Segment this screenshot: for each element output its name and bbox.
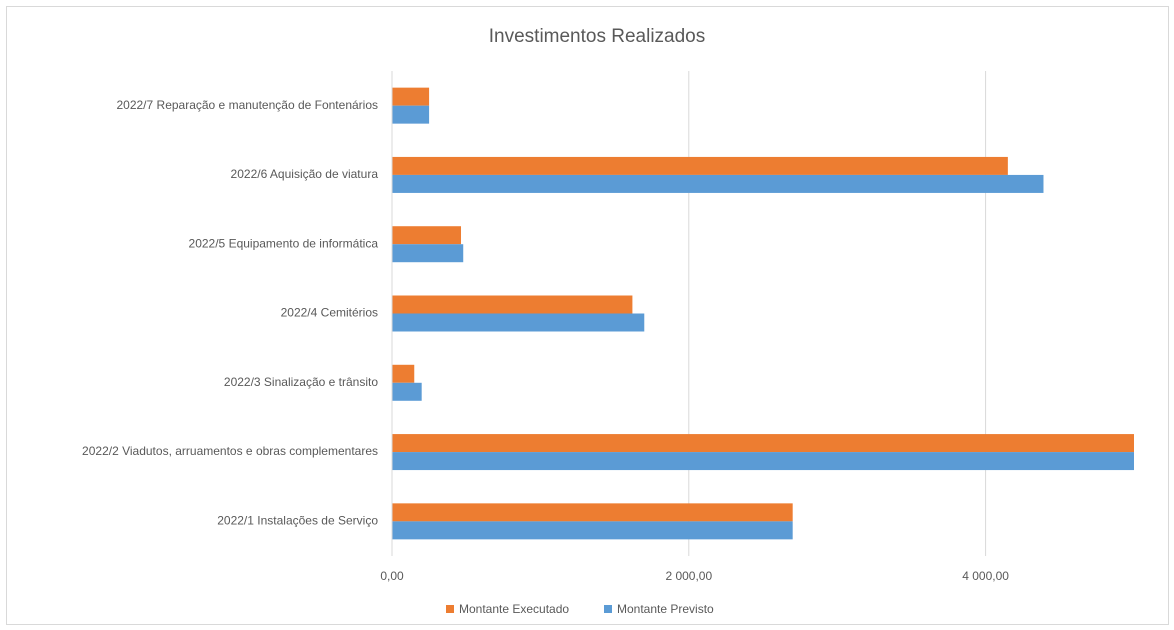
bar [392,452,1134,471]
bar [392,364,415,383]
bar [392,434,1134,453]
legend-label: Montante Previsto [617,602,714,616]
y-tick-label: 2022/1 Instalações de Serviço [217,514,378,528]
legend-swatch [604,605,612,613]
bar [392,105,430,124]
y-tick-label: 2022/5 Equipamento de informática [189,236,379,250]
bar [392,174,1044,193]
y-tick-label: 2022/6 Aquisição de viatura [231,167,379,181]
y-tick-label: 2022/3 Sinalização e trânsito [224,375,378,389]
x-tick-label: 0,00 [380,569,404,583]
legend-label: Montante Executado [459,602,569,616]
bar [392,156,1008,175]
legend-swatch [446,605,454,613]
bar [392,295,633,314]
y-tick-label: 2022/4 Cemitérios [281,306,378,320]
bar [392,503,793,522]
y-tick-label: 2022/7 Reparação e manutenção de Fontená… [116,98,378,112]
bar [392,244,464,263]
bar [392,226,462,245]
chart-title: Investimentos Realizados [489,26,706,47]
x-tick-label: 2 000,00 [665,569,712,583]
bar [392,382,422,401]
x-tick-label: 4 000,00 [962,569,1009,583]
y-tick-label: 2022/2 Viadutos, arruamentos e obras com… [82,444,378,458]
bar [392,521,793,540]
bar [392,313,645,332]
bar [392,87,430,106]
